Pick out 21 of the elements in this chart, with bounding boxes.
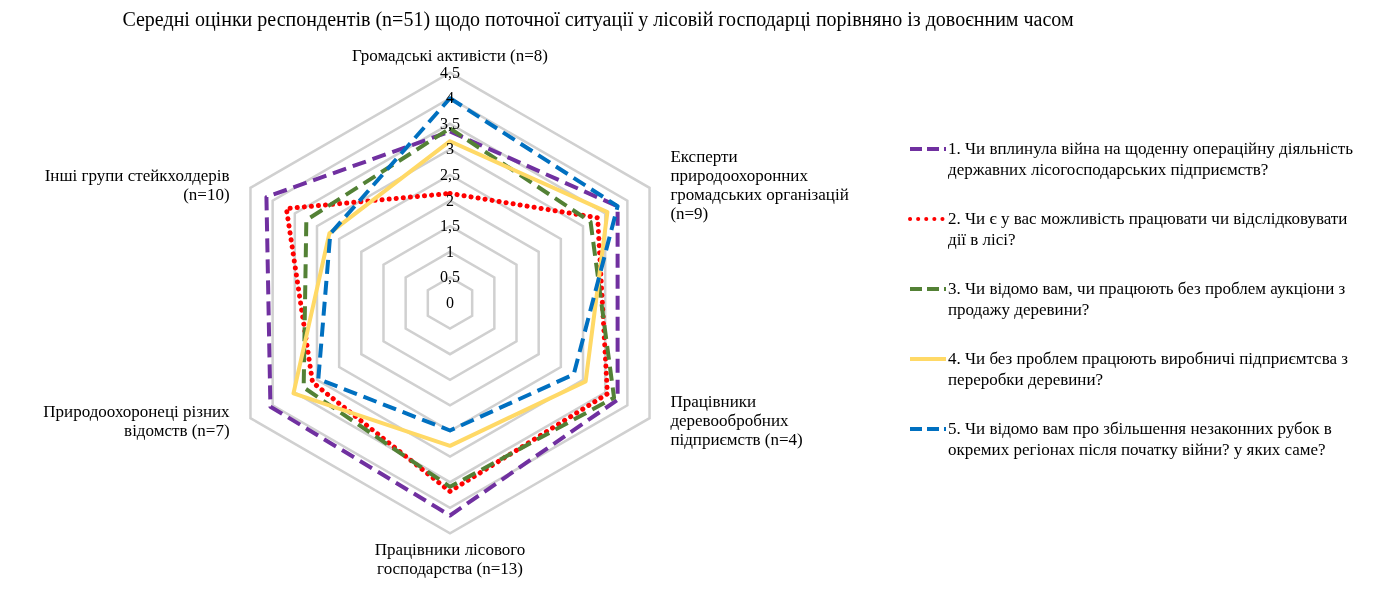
spoke-label: Працівники лісового господарства (n=13) xyxy=(374,540,526,578)
chart-title: Середні оцінки респондентів (n=51) щодо поточної ситуації у лісовій господарці порівняно із довоєнним часом xyxy=(121,8,1075,33)
y-tick-label: 1 xyxy=(446,242,454,260)
y-tick-label: 0,5 xyxy=(440,268,460,286)
y-tick-label: 4,5 xyxy=(440,63,460,81)
y-tick-label: 2,5 xyxy=(440,166,460,183)
spoke-label: Природоохоронеці різних відомств (n=7) xyxy=(43,401,231,440)
spoke-label: Громадські активісти (n=8) xyxy=(352,46,548,65)
legend-label: 2. Чи є у вас можливість працювати чи відслідковувати дії в лісі? xyxy=(948,208,1349,250)
legend-label: 4. Чи без проблем працюють виробничі підприємтсва з переробки деревини? xyxy=(948,348,1349,390)
y-tick-label: 3 xyxy=(446,140,454,158)
legend-label: 5. Чи відомо вам про збільшення незаконних рубок в окремих регіонах після початку війни? у яких саме? xyxy=(948,418,1333,460)
spoke-label: Інші групи стейкхолдерів (n=10) xyxy=(44,165,230,204)
y-tick-label: 3,5 xyxy=(440,114,460,132)
legend-label: 1. Чи вплинула війна на щоденну операційну діяльність державних лісогосподарських підприємств? xyxy=(948,138,1355,180)
legend-label: 3. Чи відомо вам, чи працюють без проблем аукціони з продажу деревини? xyxy=(948,278,1347,320)
y-tick-label: 0 xyxy=(446,294,454,311)
y-tick-label: 2 xyxy=(446,191,454,209)
y-tick-label: 1,5 xyxy=(440,217,460,235)
spoke-label: Експерти природоохоронних громадських організацій (n=9) xyxy=(670,146,849,223)
spoke-label: Працівники деревообробних підприємств (n=4) xyxy=(670,392,803,449)
